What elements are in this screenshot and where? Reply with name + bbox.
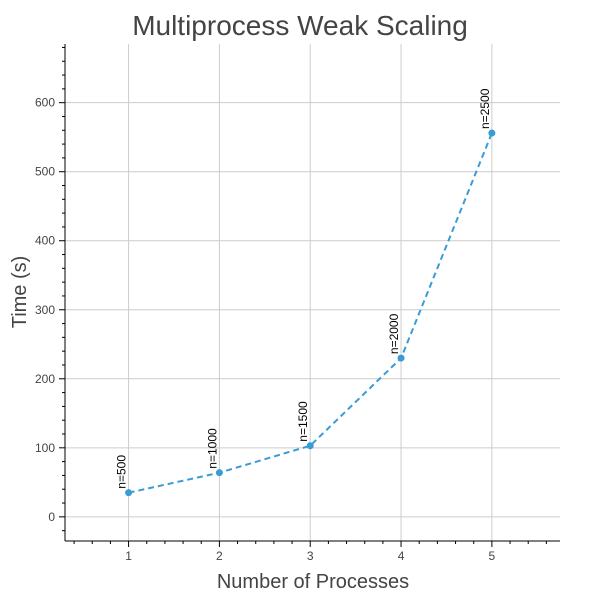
- y-tick-label: 100: [35, 441, 55, 455]
- grid: [65, 44, 560, 541]
- tick-marks: [59, 46, 547, 547]
- x-axis-label: Number of Processes: [217, 571, 409, 593]
- x-tick-label: 5: [489, 549, 496, 563]
- x-tick-label: 2: [216, 549, 223, 563]
- data-point: [397, 354, 405, 362]
- tick-labels: 1 2 3 4 5 0 100 200 300 400 500 600: [35, 96, 496, 563]
- data-label: n=2000: [387, 313, 401, 354]
- chart-title: Multiprocess Weak Scaling: [132, 10, 468, 41]
- y-tick-label: 400: [35, 234, 55, 248]
- data-point: [306, 442, 314, 450]
- data-label: n=2500: [478, 88, 492, 129]
- x-tick-label: 4: [398, 549, 405, 563]
- y-tick-label: 500: [35, 165, 55, 179]
- data-point: [215, 469, 223, 477]
- data-point: [488, 129, 496, 137]
- data-label: n=1000: [205, 428, 219, 469]
- data-point: [125, 489, 133, 497]
- x-tick-label: 1: [125, 549, 132, 563]
- axes: [64, 44, 560, 542]
- series: [125, 129, 496, 497]
- x-tick-label: 3: [307, 549, 314, 563]
- data-label: n=500: [115, 455, 129, 489]
- y-tick-label: 600: [35, 96, 55, 110]
- y-axis-label: Time (s): [9, 256, 31, 329]
- point-labels: n=500 n=1000 n=1500 n=2000 n=2500: [115, 88, 492, 488]
- y-tick-label: 0: [48, 510, 55, 524]
- y-tick-label: 200: [35, 372, 55, 386]
- series-line: [128, 132, 493, 494]
- y-tick-label: 300: [35, 303, 55, 317]
- data-label: n=1500: [296, 401, 310, 442]
